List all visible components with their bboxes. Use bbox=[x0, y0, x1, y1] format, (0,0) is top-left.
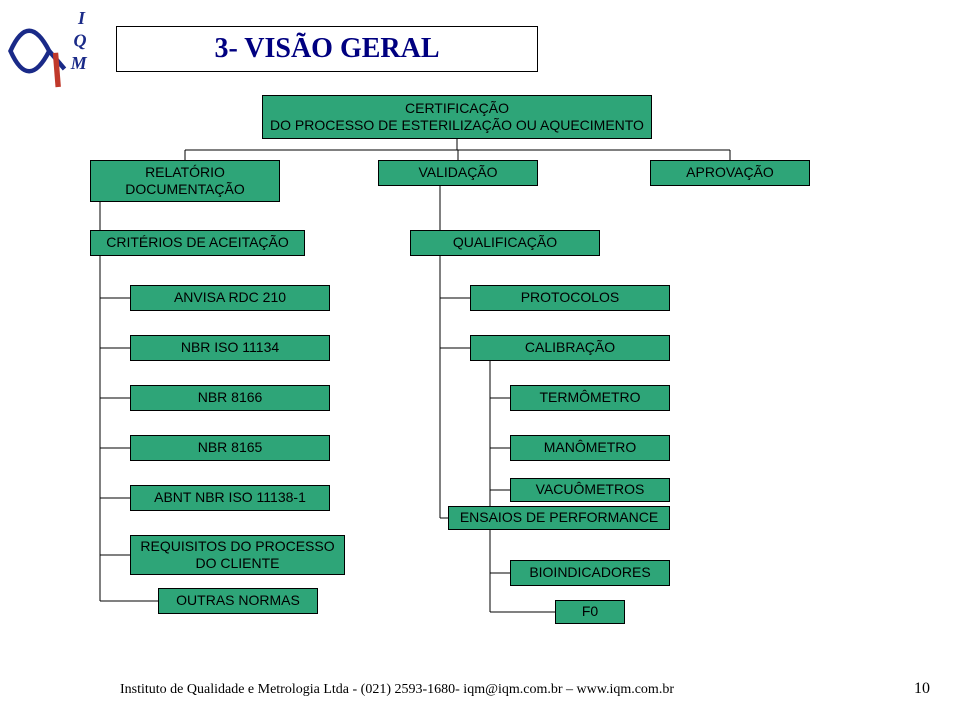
footer-text: Instituto de Qualidade e Metrologia Ltda… bbox=[120, 682, 674, 698]
node-aprovacao: APROVAÇÃO bbox=[650, 160, 810, 186]
node-abnt: ABNT NBR ISO 11138-1 bbox=[130, 485, 330, 511]
footer: Instituto de Qualidade e Metrologia Ltda… bbox=[120, 680, 930, 698]
node-cert: CERTIFICAÇÃODO PROCESSO DE ESTERILIZAÇÃO… bbox=[262, 95, 652, 139]
node-termometro: TERMÔMETRO bbox=[510, 385, 670, 411]
iqm-logo: I Q M bbox=[6, 6, 96, 96]
node-ensaios: ENSAIOS DE PERFORMANCE bbox=[448, 506, 670, 530]
node-criterios: CRITÉRIOS DE ACEITAÇÃO bbox=[90, 230, 305, 256]
svg-text:I: I bbox=[77, 8, 86, 28]
node-nbr8166: NBR 8166 bbox=[130, 385, 330, 411]
node-qualif: QUALIFICAÇÃO bbox=[410, 230, 600, 256]
node-outras: OUTRAS NORMAS bbox=[158, 588, 318, 614]
node-requisitos: REQUISITOS DO PROCESSODO CLIENTE bbox=[130, 535, 345, 575]
page-number: 10 bbox=[914, 680, 930, 698]
node-vacuometros: VACUÔMETROS bbox=[510, 478, 670, 502]
node-nbr11134: NBR ISO 11134 bbox=[130, 335, 330, 361]
node-validacao: VALIDAÇÃO bbox=[378, 160, 538, 186]
slide-title: 3- VISÃO GERAL bbox=[116, 26, 538, 72]
node-protocolos: PROTOCOLOS bbox=[470, 285, 670, 311]
node-calibracao: CALIBRAÇÃO bbox=[470, 335, 670, 361]
node-anvisa: ANVISA RDC 210 bbox=[130, 285, 330, 311]
node-bioind: BIOINDICADORES bbox=[510, 560, 670, 586]
node-relatorio: RELATÓRIODOCUMENTAÇÃO bbox=[90, 160, 280, 202]
node-nbr8165: NBR 8165 bbox=[130, 435, 330, 461]
node-f0: F0 bbox=[555, 600, 625, 624]
node-manometro: MANÔMETRO bbox=[510, 435, 670, 461]
svg-text:M: M bbox=[70, 53, 88, 73]
svg-text:Q: Q bbox=[74, 31, 87, 51]
